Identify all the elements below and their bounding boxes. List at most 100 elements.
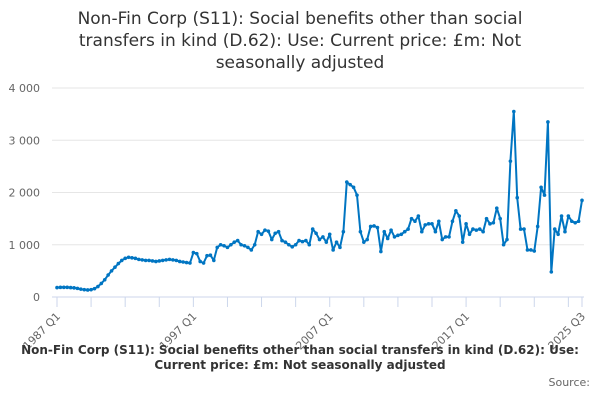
data-point xyxy=(375,225,380,230)
data-point xyxy=(368,224,373,229)
data-point xyxy=(218,242,223,247)
data-point xyxy=(82,287,87,292)
data-point xyxy=(494,206,499,210)
data-point xyxy=(419,229,424,234)
data-point xyxy=(164,258,168,262)
data-point xyxy=(297,238,301,243)
data-point xyxy=(546,120,550,124)
data-point xyxy=(137,257,141,262)
data-point xyxy=(191,250,196,255)
data-point xyxy=(290,245,295,249)
data-point xyxy=(232,240,237,244)
data-point xyxy=(372,224,376,228)
data-point xyxy=(256,229,260,234)
data-point xyxy=(491,221,496,225)
data-point xyxy=(273,231,277,236)
data-point xyxy=(464,222,468,226)
data-point xyxy=(65,285,70,290)
data-point xyxy=(334,240,339,244)
data-point xyxy=(488,222,492,226)
data-point xyxy=(440,237,445,242)
data-point xyxy=(437,219,441,224)
data-point xyxy=(501,242,506,247)
data-point xyxy=(235,238,240,243)
data-point xyxy=(92,286,97,291)
data-point xyxy=(266,229,271,233)
source-label: Source: xyxy=(548,376,591,389)
data-point xyxy=(569,219,574,224)
data-point xyxy=(106,273,110,277)
y-tick-label: 4 000 xyxy=(9,82,41,95)
data-point xyxy=(576,219,581,224)
data-point xyxy=(324,240,329,244)
data-point xyxy=(314,231,318,236)
y-tick-label: 0 xyxy=(33,291,40,304)
data-point xyxy=(481,229,485,234)
data-point xyxy=(471,227,475,231)
data-point xyxy=(484,216,489,221)
data-point xyxy=(229,242,233,247)
data-point xyxy=(259,232,264,237)
data-point xyxy=(307,242,312,247)
data-point xyxy=(160,258,165,263)
data-point xyxy=(102,277,107,282)
chart-caption: Non-Fin Corp (S11): Social benefits othe… xyxy=(21,343,579,372)
data-point xyxy=(249,248,254,252)
data-point xyxy=(512,109,516,114)
data-point xyxy=(556,232,560,237)
data-point xyxy=(79,287,83,291)
data-point xyxy=(331,248,335,252)
data-point xyxy=(310,227,315,231)
data-point xyxy=(130,256,134,260)
data-point xyxy=(474,228,479,232)
data-point xyxy=(205,253,209,258)
data-point xyxy=(317,237,322,242)
data-point xyxy=(433,229,438,234)
data-point xyxy=(239,242,243,247)
data-point xyxy=(113,265,117,270)
data-point xyxy=(443,235,448,239)
data-point xyxy=(362,240,366,244)
data-point xyxy=(426,222,431,226)
data-point xyxy=(344,180,349,184)
data-point xyxy=(389,228,393,232)
data-point xyxy=(242,243,247,248)
data-point xyxy=(552,227,557,231)
data-point xyxy=(399,232,404,237)
data-point xyxy=(89,287,93,292)
data-point xyxy=(460,240,465,244)
data-point xyxy=(119,258,124,263)
data-point xyxy=(321,235,325,239)
data-point xyxy=(423,223,427,227)
data-point xyxy=(351,185,356,190)
data-point xyxy=(498,216,502,221)
data-point xyxy=(580,198,584,203)
data-point xyxy=(171,258,175,262)
data-point xyxy=(450,219,455,224)
data-point xyxy=(392,235,397,239)
data-point xyxy=(109,269,114,273)
data-point xyxy=(529,248,533,252)
data-point xyxy=(508,159,513,163)
data-point xyxy=(184,260,189,265)
data-point xyxy=(287,242,291,247)
data-point xyxy=(355,193,359,197)
data-point xyxy=(396,233,400,238)
data-point xyxy=(358,229,363,234)
data-point xyxy=(194,251,199,256)
data-point xyxy=(96,284,100,289)
data-point xyxy=(327,232,332,237)
data-point xyxy=(222,243,226,248)
data-point xyxy=(406,227,410,231)
data-point xyxy=(477,227,482,231)
data-point xyxy=(522,227,526,231)
data-point xyxy=(215,245,220,250)
data-point xyxy=(198,259,202,264)
data-point xyxy=(559,214,564,218)
data-point xyxy=(402,229,407,234)
data-point xyxy=(563,229,567,234)
data-point xyxy=(293,242,298,247)
y-tick-label: 2 000 xyxy=(9,187,41,200)
data-point xyxy=(143,258,148,263)
data-point xyxy=(99,281,104,286)
